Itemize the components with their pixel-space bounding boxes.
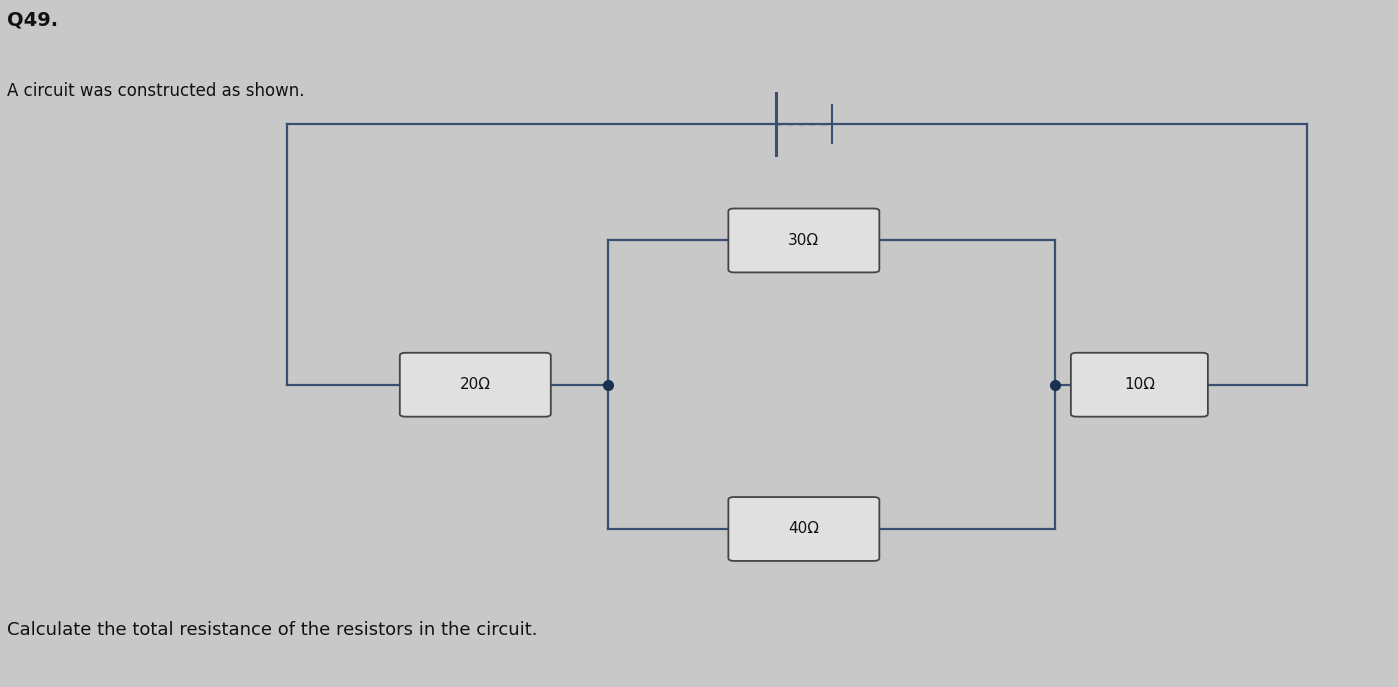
Text: A circuit was constructed as shown.: A circuit was constructed as shown. bbox=[7, 82, 305, 100]
Text: 10Ω: 10Ω bbox=[1124, 377, 1155, 392]
FancyBboxPatch shape bbox=[1071, 353, 1208, 416]
Text: 30Ω: 30Ω bbox=[788, 233, 819, 248]
Text: Calculate the total resistance of the resistors in the circuit.: Calculate the total resistance of the re… bbox=[7, 621, 537, 639]
FancyBboxPatch shape bbox=[728, 209, 879, 272]
FancyBboxPatch shape bbox=[400, 353, 551, 416]
Text: Q49.: Q49. bbox=[7, 10, 59, 30]
Text: 40Ω: 40Ω bbox=[788, 521, 819, 537]
Text: 20Ω: 20Ω bbox=[460, 377, 491, 392]
FancyBboxPatch shape bbox=[728, 497, 879, 561]
